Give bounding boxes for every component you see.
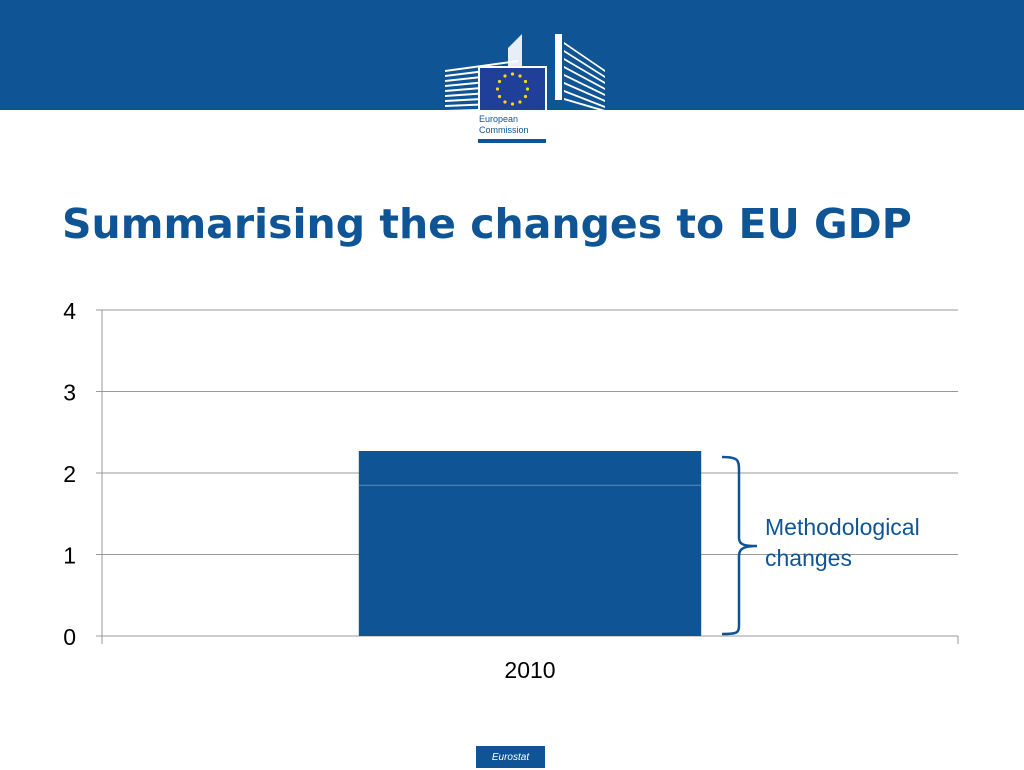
logo-underline (478, 139, 546, 143)
footer-eurostat-badge: Eurostat (476, 746, 545, 768)
slide-title: Summarising the changes to EU GDP (62, 200, 912, 248)
european-commission-logo (445, 34, 605, 145)
bar-2010-segment-2 (358, 450, 702, 486)
bar-2010-segment-1 (358, 485, 702, 636)
y-tick-label-2: 2 (63, 461, 76, 487)
logo-text-line-1: European (479, 114, 519, 124)
chart-tick-labels: 0 1 2 3 4 2010 (63, 298, 555, 683)
y-tick-label-3: 3 (63, 380, 76, 406)
eu-stars-icon (495, 72, 530, 106)
annotation-brace (721, 455, 758, 636)
logo-text-line-2: Commission (479, 125, 529, 135)
annotation-label-line-2: changes (765, 545, 852, 571)
x-tick-label-2010: 2010 (504, 657, 555, 683)
annotation-label-line-1: Methodological (765, 514, 920, 540)
bar-chart: 0 1 2 3 4 2010 Methodological changes (63, 298, 959, 683)
chart-bars (358, 450, 702, 636)
y-tick-label-1: 1 (63, 543, 76, 569)
y-tick-label-0: 0 (63, 624, 76, 650)
y-tick-label-4: 4 (63, 298, 76, 324)
logo-wordmark: European Commission (479, 114, 529, 136)
